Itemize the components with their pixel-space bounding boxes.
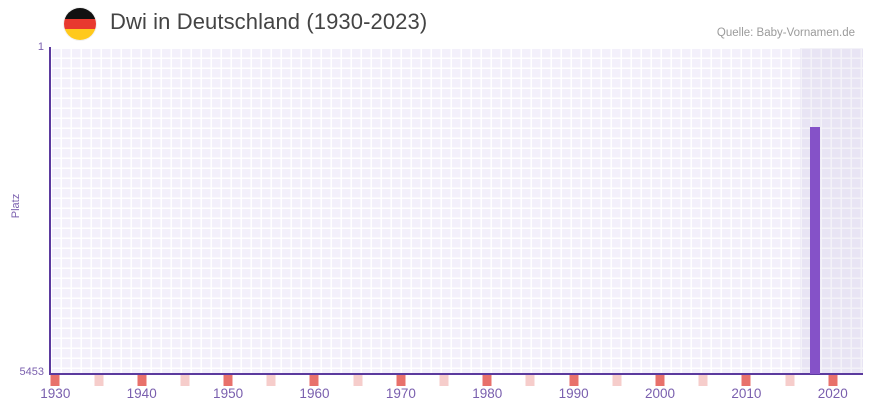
x-tickmark-major — [828, 375, 838, 386]
flag-band-black — [64, 8, 96, 19]
x-axis-tickmarks — [0, 375, 873, 386]
x-tickmark-minor — [353, 375, 363, 386]
y-axis-label-bottom: 5453 — [19, 366, 44, 378]
x-tickmark-minor — [698, 375, 708, 386]
x-tickmark-minor — [94, 375, 103, 386]
x-tickmark-major — [655, 375, 665, 386]
flag-band-red — [64, 18, 96, 30]
y-axis-title: Platz — [10, 193, 22, 219]
x-axis-tick-label: 1940 — [126, 386, 157, 401]
chart-source-attribution: Quelle: Baby-Vornamen.de — [716, 27, 855, 39]
x-axis-tick-label: 1990 — [558, 386, 589, 401]
x-axis-tick-label: 1930 — [40, 386, 71, 401]
x-axis-tick-label: 2010 — [731, 386, 762, 401]
x-axis-tick-label: 2000 — [644, 386, 676, 401]
x-tickmark-minor — [180, 375, 190, 386]
bar[interactable] — [810, 127, 821, 374]
x-axis-tick-label: 1960 — [299, 386, 330, 401]
x-axis-tick-label: 1950 — [213, 386, 244, 401]
x-axis-line — [49, 373, 863, 375]
x-tickmark-major — [223, 375, 233, 386]
flag-band-gold — [64, 29, 96, 40]
x-tickmark-minor — [439, 375, 449, 386]
x-tickmark-minor — [266, 375, 276, 386]
plot-grid-area — [51, 48, 863, 374]
y-axis-line — [49, 47, 51, 375]
bar-series — [51, 48, 863, 374]
x-axis-labels: 1930 1940 1950 1960 1970 1980 1990 2000 2010 2020 — [0, 386, 873, 408]
german-flag-icon — [64, 8, 96, 40]
x-tickmark-minor — [612, 375, 622, 386]
chart-header: Dwi in Deutschland (1930-2023) Quelle: B… — [0, 0, 873, 46]
chart-title: Dwi in Deutschland (1930-2023) — [110, 9, 428, 34]
x-tickmark-minor — [785, 375, 795, 386]
y-axis-label-top: 1 — [37, 41, 44, 53]
x-tickmark-major — [50, 375, 60, 386]
x-tickmark-major — [482, 375, 492, 386]
x-tickmark-minor — [525, 375, 535, 386]
x-tickmark-major — [396, 375, 406, 386]
x-axis-tick-label: 1970 — [385, 386, 416, 401]
x-tickmark-major — [137, 375, 147, 386]
x-tickmark-major — [309, 375, 319, 386]
x-axis-tick-label: 2020 — [817, 386, 848, 401]
x-axis-tick-label: 1980 — [472, 386, 503, 401]
x-tickmark-major — [569, 375, 579, 386]
x-tickmark-major — [741, 375, 751, 386]
